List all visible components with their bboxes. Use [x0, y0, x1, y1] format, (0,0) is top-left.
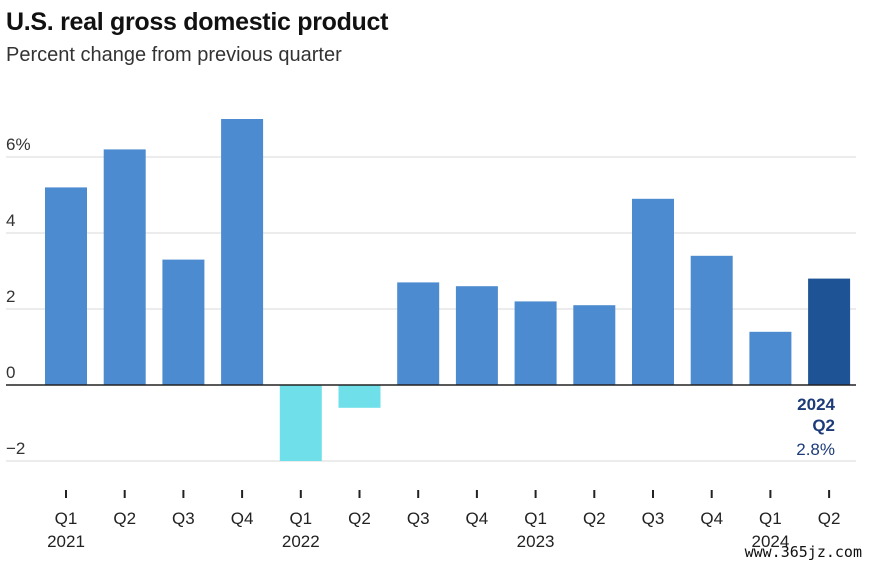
y-tick-label: 6% — [6, 135, 31, 154]
x-tick-label: Q3 — [642, 509, 665, 528]
x-year-label: 2023 — [517, 532, 555, 551]
x-axis-labels: Q1 Q2 Q3 Q4 Q1 Q2 Q3 Q4 Q1 Q2 Q3 Q4 Q1 Q2 2021 2022 2023… — [47, 490, 840, 551]
x-tick-label: Q3 — [407, 509, 430, 528]
x-tick-label: Q4 — [700, 509, 723, 528]
bar — [221, 119, 264, 385]
y-tick-label: −2 — [6, 439, 25, 458]
y-tick-label: 2 — [6, 287, 15, 306]
latest-annotation: 2024 Q2 2.8% — [796, 395, 835, 459]
bar — [808, 278, 851, 385]
bar — [45, 187, 87, 385]
x-tick-label: Q1 — [759, 509, 782, 528]
x-tick-label: Q4 — [466, 509, 489, 528]
x-tick-label: Q1 — [524, 509, 547, 528]
x-year-label: 2024 — [751, 532, 789, 551]
x-tick-label: Q1 — [289, 509, 312, 528]
x-tick-label: Q2 — [583, 509, 606, 528]
y-axis-labels: 6% 4 2 0 −2 — [6, 135, 31, 458]
bar — [455, 286, 498, 385]
bar — [749, 331, 792, 385]
x-tick-label: Q2 — [818, 509, 841, 528]
annotation-year: 2024 — [797, 395, 835, 414]
gridlines — [6, 156, 856, 462]
x-year-label: 2022 — [282, 532, 320, 551]
bar — [162, 259, 205, 385]
bars — [45, 119, 851, 461]
x-tick-label: Q4 — [231, 509, 254, 528]
annotation-value: 2.8% — [796, 440, 835, 459]
x-tick-label: Q2 — [113, 509, 136, 528]
bar — [103, 149, 146, 385]
watermark: www.365jz.com — [744, 543, 862, 561]
x-year-label: 2021 — [47, 532, 85, 551]
bar — [690, 255, 733, 385]
bar — [279, 385, 322, 461]
x-tick-label: Q1 — [55, 509, 78, 528]
bar — [338, 385, 381, 408]
bar — [573, 305, 616, 385]
annotation-quarter: Q2 — [812, 416, 835, 435]
x-tick-label: Q2 — [348, 509, 371, 528]
x-tick-label: Q3 — [172, 509, 195, 528]
y-tick-label: 4 — [6, 211, 15, 230]
bar — [397, 282, 440, 385]
y-tick-label: 0 — [6, 363, 15, 382]
bar — [514, 301, 557, 385]
chart-title: U.S. real gross domestic product — [6, 8, 389, 36]
bar — [632, 198, 674, 385]
chart-subtitle: Percent change from previous quarter — [6, 44, 342, 66]
